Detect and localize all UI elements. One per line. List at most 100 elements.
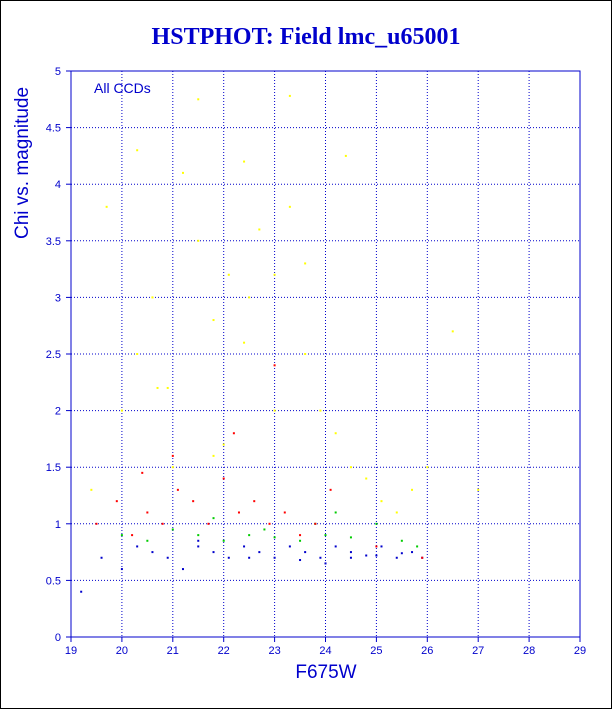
point-s0-17 [349, 551, 352, 554]
point-s1-7 [299, 539, 302, 542]
y-tick-label-4: 2 [55, 406, 61, 418]
point-s3-30 [212, 454, 215, 457]
point-s3-6 [181, 171, 184, 174]
x-tick-label-6: 25 [370, 645, 382, 657]
x-tick-label-0: 19 [65, 645, 77, 657]
point-s0-5 [166, 556, 169, 559]
grid-layer [70, 70, 581, 638]
point-s0-7 [197, 545, 200, 548]
point-s2-18 [171, 454, 174, 457]
point-s0-2 [120, 568, 123, 571]
x-axis-label: F675W [295, 662, 356, 683]
plot-border [70, 70, 581, 638]
point-s0-25 [375, 554, 378, 557]
point-s0-8 [212, 551, 215, 554]
point-s1-1 [146, 539, 149, 542]
y-tick-label-10: 5 [55, 66, 61, 78]
point-s0-10 [243, 545, 246, 548]
point-s2-13 [299, 534, 302, 537]
points-layer [80, 94, 480, 593]
point-s3-22 [426, 466, 429, 469]
point-s3-11 [258, 228, 261, 231]
point-s1-8 [324, 534, 327, 537]
point-s3-15 [319, 409, 322, 412]
point-s3-2 [120, 409, 123, 412]
point-s3-33 [344, 154, 347, 157]
point-s2-6 [192, 500, 195, 503]
point-s2-8 [222, 477, 225, 480]
point-s0-11 [258, 551, 261, 554]
x-tick-label-10: 29 [574, 645, 586, 657]
point-s3-14 [304, 353, 307, 355]
point-s2-2 [131, 534, 134, 537]
point-s1-11 [400, 539, 403, 542]
point-s1-16 [212, 517, 215, 520]
axes-layer: 19 20 21 22 23 24 25 26 27 28 29 0 0.5 1 1.5 2 2.5 3 3.5 4 4… [46, 66, 586, 657]
point-s1-10 [375, 522, 378, 525]
point-s3-25 [197, 98, 200, 101]
y-tick-label-0: 0 [55, 632, 61, 644]
point-s3-13 [288, 205, 291, 208]
point-s3-32 [273, 273, 276, 276]
point-s3-10 [243, 160, 246, 163]
point-s0-4 [151, 551, 154, 554]
point-s2-4 [161, 522, 164, 525]
point-s0-0 [80, 590, 83, 593]
point-s0-15 [319, 556, 322, 559]
point-s1-12 [416, 545, 419, 548]
point-s1-9 [349, 536, 352, 539]
point-s1-4 [222, 539, 225, 542]
point-s3-29 [171, 466, 174, 469]
point-s2-10 [253, 500, 256, 503]
x-tick-label-7: 26 [421, 645, 433, 657]
point-s0-12 [273, 556, 276, 559]
point-s0-27 [299, 559, 302, 562]
point-s0-3 [136, 545, 139, 548]
point-s0-28 [248, 556, 251, 559]
y-tick-label-9: 4.5 [46, 123, 61, 135]
point-s3-9 [227, 273, 230, 276]
point-s1-13 [334, 511, 337, 514]
point-s0-21 [411, 551, 414, 554]
point-s3-7 [197, 239, 200, 242]
point-s3-0 [90, 488, 93, 491]
point-s2-15 [329, 488, 332, 491]
y-tick-label-3: 1.5 [46, 462, 61, 474]
y-tick-label-2: 1 [55, 519, 61, 531]
annotation-all-ccds: All CCDs [94, 80, 151, 96]
point-s0-19 [380, 545, 383, 548]
point-s0-14 [304, 551, 307, 554]
x-tick-label-4: 23 [268, 645, 280, 657]
point-s2-1 [115, 500, 118, 503]
point-s1-15 [263, 528, 266, 531]
point-s3-34 [222, 443, 225, 446]
point-s0-24 [349, 556, 352, 559]
point-s3-19 [380, 500, 383, 503]
point-s2-17 [421, 556, 424, 559]
point-s3-23 [451, 330, 454, 333]
point-s3-27 [288, 94, 291, 97]
point-s1-6 [273, 536, 276, 539]
point-s2-0 [95, 522, 98, 525]
point-s3-31 [243, 341, 246, 344]
point-s1-3 [197, 534, 200, 537]
point-s3-1 [105, 205, 108, 208]
point-s2-21 [141, 471, 144, 474]
point-s3-18 [365, 477, 368, 480]
point-s3-36 [156, 386, 159, 389]
point-s3-5 [166, 386, 169, 389]
point-s0-6 [181, 568, 184, 571]
point-s0-23 [324, 562, 327, 565]
point-s1-5 [248, 534, 251, 537]
x-tick-label-8: 27 [472, 645, 484, 657]
point-s1-0 [120, 534, 123, 537]
point-s3-12 [273, 409, 276, 412]
point-s1-2 [171, 528, 174, 531]
point-s2-7 [207, 522, 210, 525]
point-s3-21 [411, 488, 414, 491]
point-s3-24 [477, 488, 480, 491]
point-s0-16 [334, 545, 337, 548]
point-s2-11 [268, 522, 271, 525]
point-s2-3 [146, 511, 149, 514]
